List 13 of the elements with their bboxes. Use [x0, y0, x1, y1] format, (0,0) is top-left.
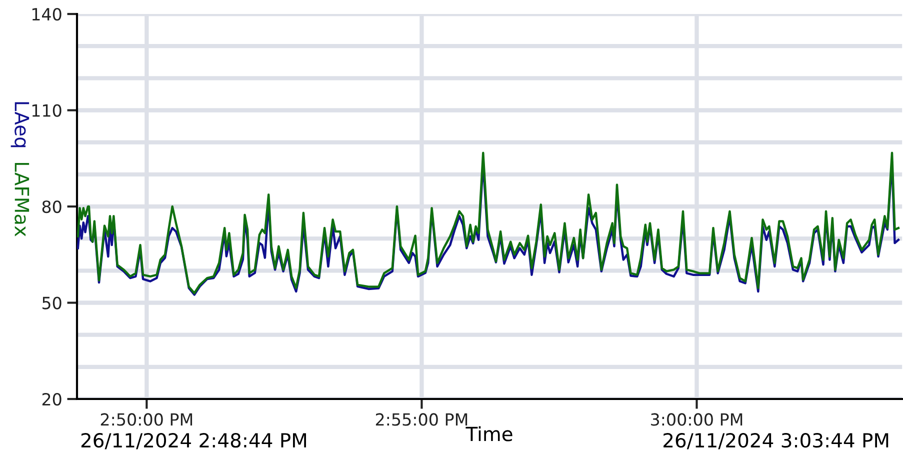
y-tick-label: 140 [32, 8, 62, 21]
y-tick-label: 20 [42, 392, 62, 406]
x-axis-title: Time [466, 426, 512, 442]
y-tick-label: 50 [42, 296, 62, 310]
x-tick-label: 3:00:00 PM [651, 413, 742, 426]
text: 26/11/2024 3:03:44 PM [664, 432, 888, 450]
y-tick-label: 80 [42, 200, 62, 214]
text: LAFMax [14, 162, 30, 236]
y-tick-label: 110 [32, 104, 62, 117]
text: LAeq [10, 102, 30, 148]
x-tick-label: 2:50:00 PM [100, 413, 192, 426]
x-tick-label: 2:55:00 PM [376, 413, 468, 426]
text: 26/11/2024 2:48:44 PM [81, 432, 306, 450]
